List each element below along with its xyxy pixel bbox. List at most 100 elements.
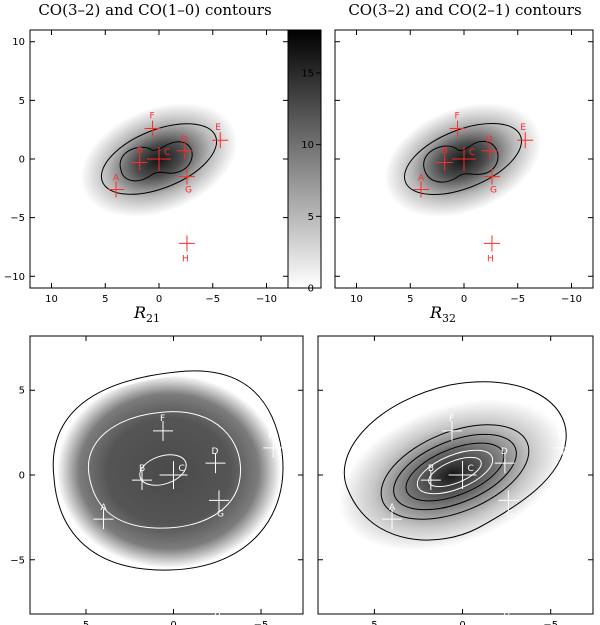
contour-outer	[100, 123, 218, 195]
contour-outer	[52, 370, 284, 571]
y-tick-label: −10	[4, 272, 25, 283]
title-subscript: 21	[146, 312, 160, 325]
axis-ticks: 5 0 −5	[318, 336, 593, 625]
x-tick-label: 0	[461, 294, 467, 305]
marker-b: B	[131, 147, 148, 171]
marker-g: G	[209, 490, 229, 519]
marker-label: A	[418, 173, 425, 183]
x-tick-label: −10	[561, 294, 582, 305]
contour-1	[343, 381, 567, 541]
marker-label: B	[442, 147, 448, 157]
marker-a: A	[93, 503, 114, 530]
marker-label: F	[150, 112, 155, 122]
y-tick-label: 5	[19, 96, 25, 107]
marker-h: H	[209, 587, 229, 618]
axis-ticks: 10 5 0 −5 −10	[335, 30, 593, 305]
axis-ticks: 5 0 −5 −5 0 5	[10, 336, 303, 625]
title-top-left: CO(3–2) and CO(1–0) contours	[38, 1, 271, 19]
marker-label: E	[520, 123, 526, 133]
marker-label: A	[389, 503, 396, 513]
marker-label: D	[501, 447, 508, 457]
marker-label: C	[469, 148, 475, 158]
x-tick-label: 0	[156, 294, 162, 305]
marker-d: D	[176, 135, 193, 159]
marker-b: B	[436, 147, 453, 171]
x-tick-label: 0	[459, 620, 465, 625]
marker-label: H	[487, 254, 494, 264]
intensity-map	[384, 102, 542, 218]
marker-label: H	[182, 254, 189, 264]
marker-label: D	[486, 135, 493, 145]
y-tick-label: −5	[10, 555, 25, 566]
colorbar-tick-label: 10	[301, 140, 314, 151]
marker-f: F	[441, 414, 462, 441]
colorbar-tick-label: 5	[308, 212, 314, 223]
marker-label: F	[160, 414, 165, 424]
marker-a: A	[382, 503, 403, 530]
marker-label: E	[215, 123, 221, 133]
y-tick-label: 0	[19, 155, 25, 166]
marker-label: C	[164, 148, 170, 158]
marker-e: E	[553, 431, 574, 458]
contour-inner	[423, 140, 499, 183]
marker-d: D	[481, 135, 498, 159]
marker-f: F	[449, 112, 466, 137]
colorbar-tick-label: 15	[301, 69, 314, 80]
marker-f: F	[144, 112, 161, 137]
marker-label: E	[558, 431, 564, 441]
marker-a: A	[413, 173, 429, 198]
x-tick-label: 5	[407, 294, 413, 305]
marker-label: F	[455, 112, 460, 122]
markers: A B C D E F G H	[413, 112, 534, 264]
contour-core	[139, 454, 187, 486]
x-tick-label: 5	[371, 620, 377, 625]
x-tick-label: 10	[45, 294, 58, 305]
ratio-map	[56, 374, 282, 569]
y-tick-label: 10	[12, 37, 25, 48]
marker-c: C	[147, 147, 171, 171]
marker-label: G	[185, 186, 192, 196]
marker-g: G	[483, 168, 500, 196]
contour-5	[416, 449, 494, 495]
marker-c: C	[448, 461, 477, 489]
title-symbol: R	[429, 303, 442, 322]
x-tick-label: 0	[170, 620, 176, 625]
marker-c: C	[452, 147, 476, 171]
contour-3	[393, 433, 517, 511]
x-tick-label: 5	[83, 620, 89, 625]
title-subscript: 32	[442, 312, 456, 325]
axis-ticks: 10 5 0 −5 −10 −10 −5 0 5 10	[4, 30, 288, 305]
title-bottom-right: R32	[429, 303, 456, 325]
panel-top-left: 10 5 0 −5 −10 −10 −5 0 5 10 A B C D E F G H	[4, 29, 289, 305]
marker-f: F	[153, 414, 173, 441]
marker-label: G	[506, 509, 513, 519]
marker-h: H	[178, 235, 195, 264]
colorbar: 0 5 10 15	[287, 29, 322, 295]
panel-top-right: 10 5 0 −5 −10 A B C D E F G H	[334, 29, 594, 305]
colorbar-gradient	[288, 30, 321, 288]
marker-label: G	[490, 186, 497, 196]
contour-inner	[87, 411, 242, 529]
marker-b: B	[132, 464, 152, 491]
x-tick-label: −5	[205, 294, 220, 305]
marker-label: B	[428, 464, 434, 474]
colorbar-ticks: 0 5 10 15	[301, 69, 321, 295]
contour-4	[405, 442, 505, 502]
marker-label: A	[113, 173, 120, 183]
marker-b: B	[420, 464, 441, 491]
contour-outer	[403, 122, 523, 196]
marker-d: D	[205, 447, 226, 474]
x-tick-label: 5	[102, 294, 108, 305]
y-tick-label: 5	[19, 386, 25, 397]
x-tick-label: −5	[510, 294, 525, 305]
contour-inner	[119, 141, 193, 182]
marker-label: D	[181, 135, 188, 145]
x-tick-label: −5	[543, 620, 558, 625]
marker-label: B	[137, 147, 143, 157]
marker-label: G	[217, 509, 224, 519]
colorbar-tick-label: 0	[308, 284, 314, 295]
marker-e: E	[517, 123, 534, 149]
marker-e: E	[212, 123, 229, 149]
panel-bottom-right: 5 0 −5 A B C D E F G H	[317, 335, 594, 625]
